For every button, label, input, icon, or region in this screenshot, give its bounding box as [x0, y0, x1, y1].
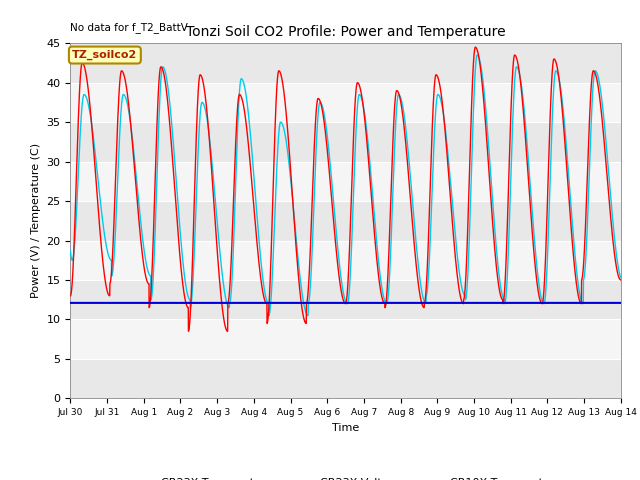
Text: No data for f_T2_BattV: No data for f_T2_BattV	[70, 22, 188, 33]
X-axis label: Time: Time	[332, 423, 359, 432]
Y-axis label: Power (V) / Temperature (C): Power (V) / Temperature (C)	[31, 143, 41, 299]
Text: TZ_soilco2: TZ_soilco2	[72, 50, 138, 60]
Legend: CR23X Temperature, CR23X Voltage, CR10X Temperature: CR23X Temperature, CR23X Voltage, CR10X …	[125, 473, 566, 480]
Bar	[70, 201, 621, 240]
Title: Tonzi Soil CO2 Profile: Power and Temperature: Tonzi Soil CO2 Profile: Power and Temper…	[186, 25, 506, 39]
Bar	[70, 43, 621, 83]
Bar	[70, 320, 621, 359]
Bar	[70, 280, 621, 320]
Bar	[70, 162, 621, 201]
Bar	[70, 122, 621, 162]
Bar	[70, 240, 621, 280]
Bar	[70, 359, 621, 398]
Bar	[70, 83, 621, 122]
